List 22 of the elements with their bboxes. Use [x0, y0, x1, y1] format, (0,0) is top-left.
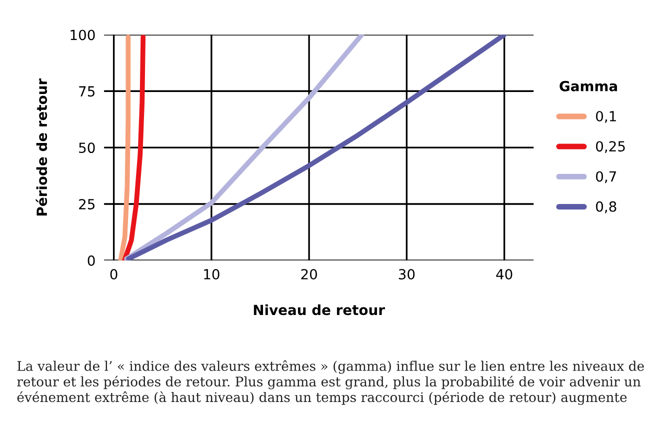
x-tick-label: 10	[204, 268, 220, 280]
legend-label: 0,8	[596, 201, 616, 214]
y-tick-label: 25	[79, 198, 95, 210]
x-tick-label: 20	[301, 268, 317, 280]
y-tick-label: 75	[79, 86, 95, 97]
legend-label: 0,25	[596, 141, 625, 154]
line-series	[124, 34, 364, 260]
line-series	[118, 34, 131, 260]
text: La valeur de l’ « indice des valeurs extrêmes » (gamma) influe sur le lien entre les niveaux de retour et les périodes de retour. Plus gamma est grand, plus la probabilité de voir advenir un événement extrême (à haut niveau) dans un temps raccourci (période de retour) augmente	[17, 360, 644, 405]
x-tick-label: 40	[496, 268, 512, 280]
y-tick-label: 100	[70, 30, 95, 40]
y-axis-title: Période de retour	[36, 78, 48, 216]
legend-title: Gamma	[560, 80, 617, 92]
legend-label: 0,1	[596, 110, 616, 123]
x-tick-label: 0	[110, 268, 118, 280]
x-axis-title: Niveau de retour	[254, 304, 385, 316]
line-series	[122, 34, 146, 260]
y-tick-label: 50	[79, 142, 95, 154]
y-tick-label: 0	[88, 255, 95, 266]
x-tick-label: 30	[398, 268, 415, 280]
legend-label: 0,7	[596, 171, 616, 184]
line-series	[126, 34, 507, 260]
